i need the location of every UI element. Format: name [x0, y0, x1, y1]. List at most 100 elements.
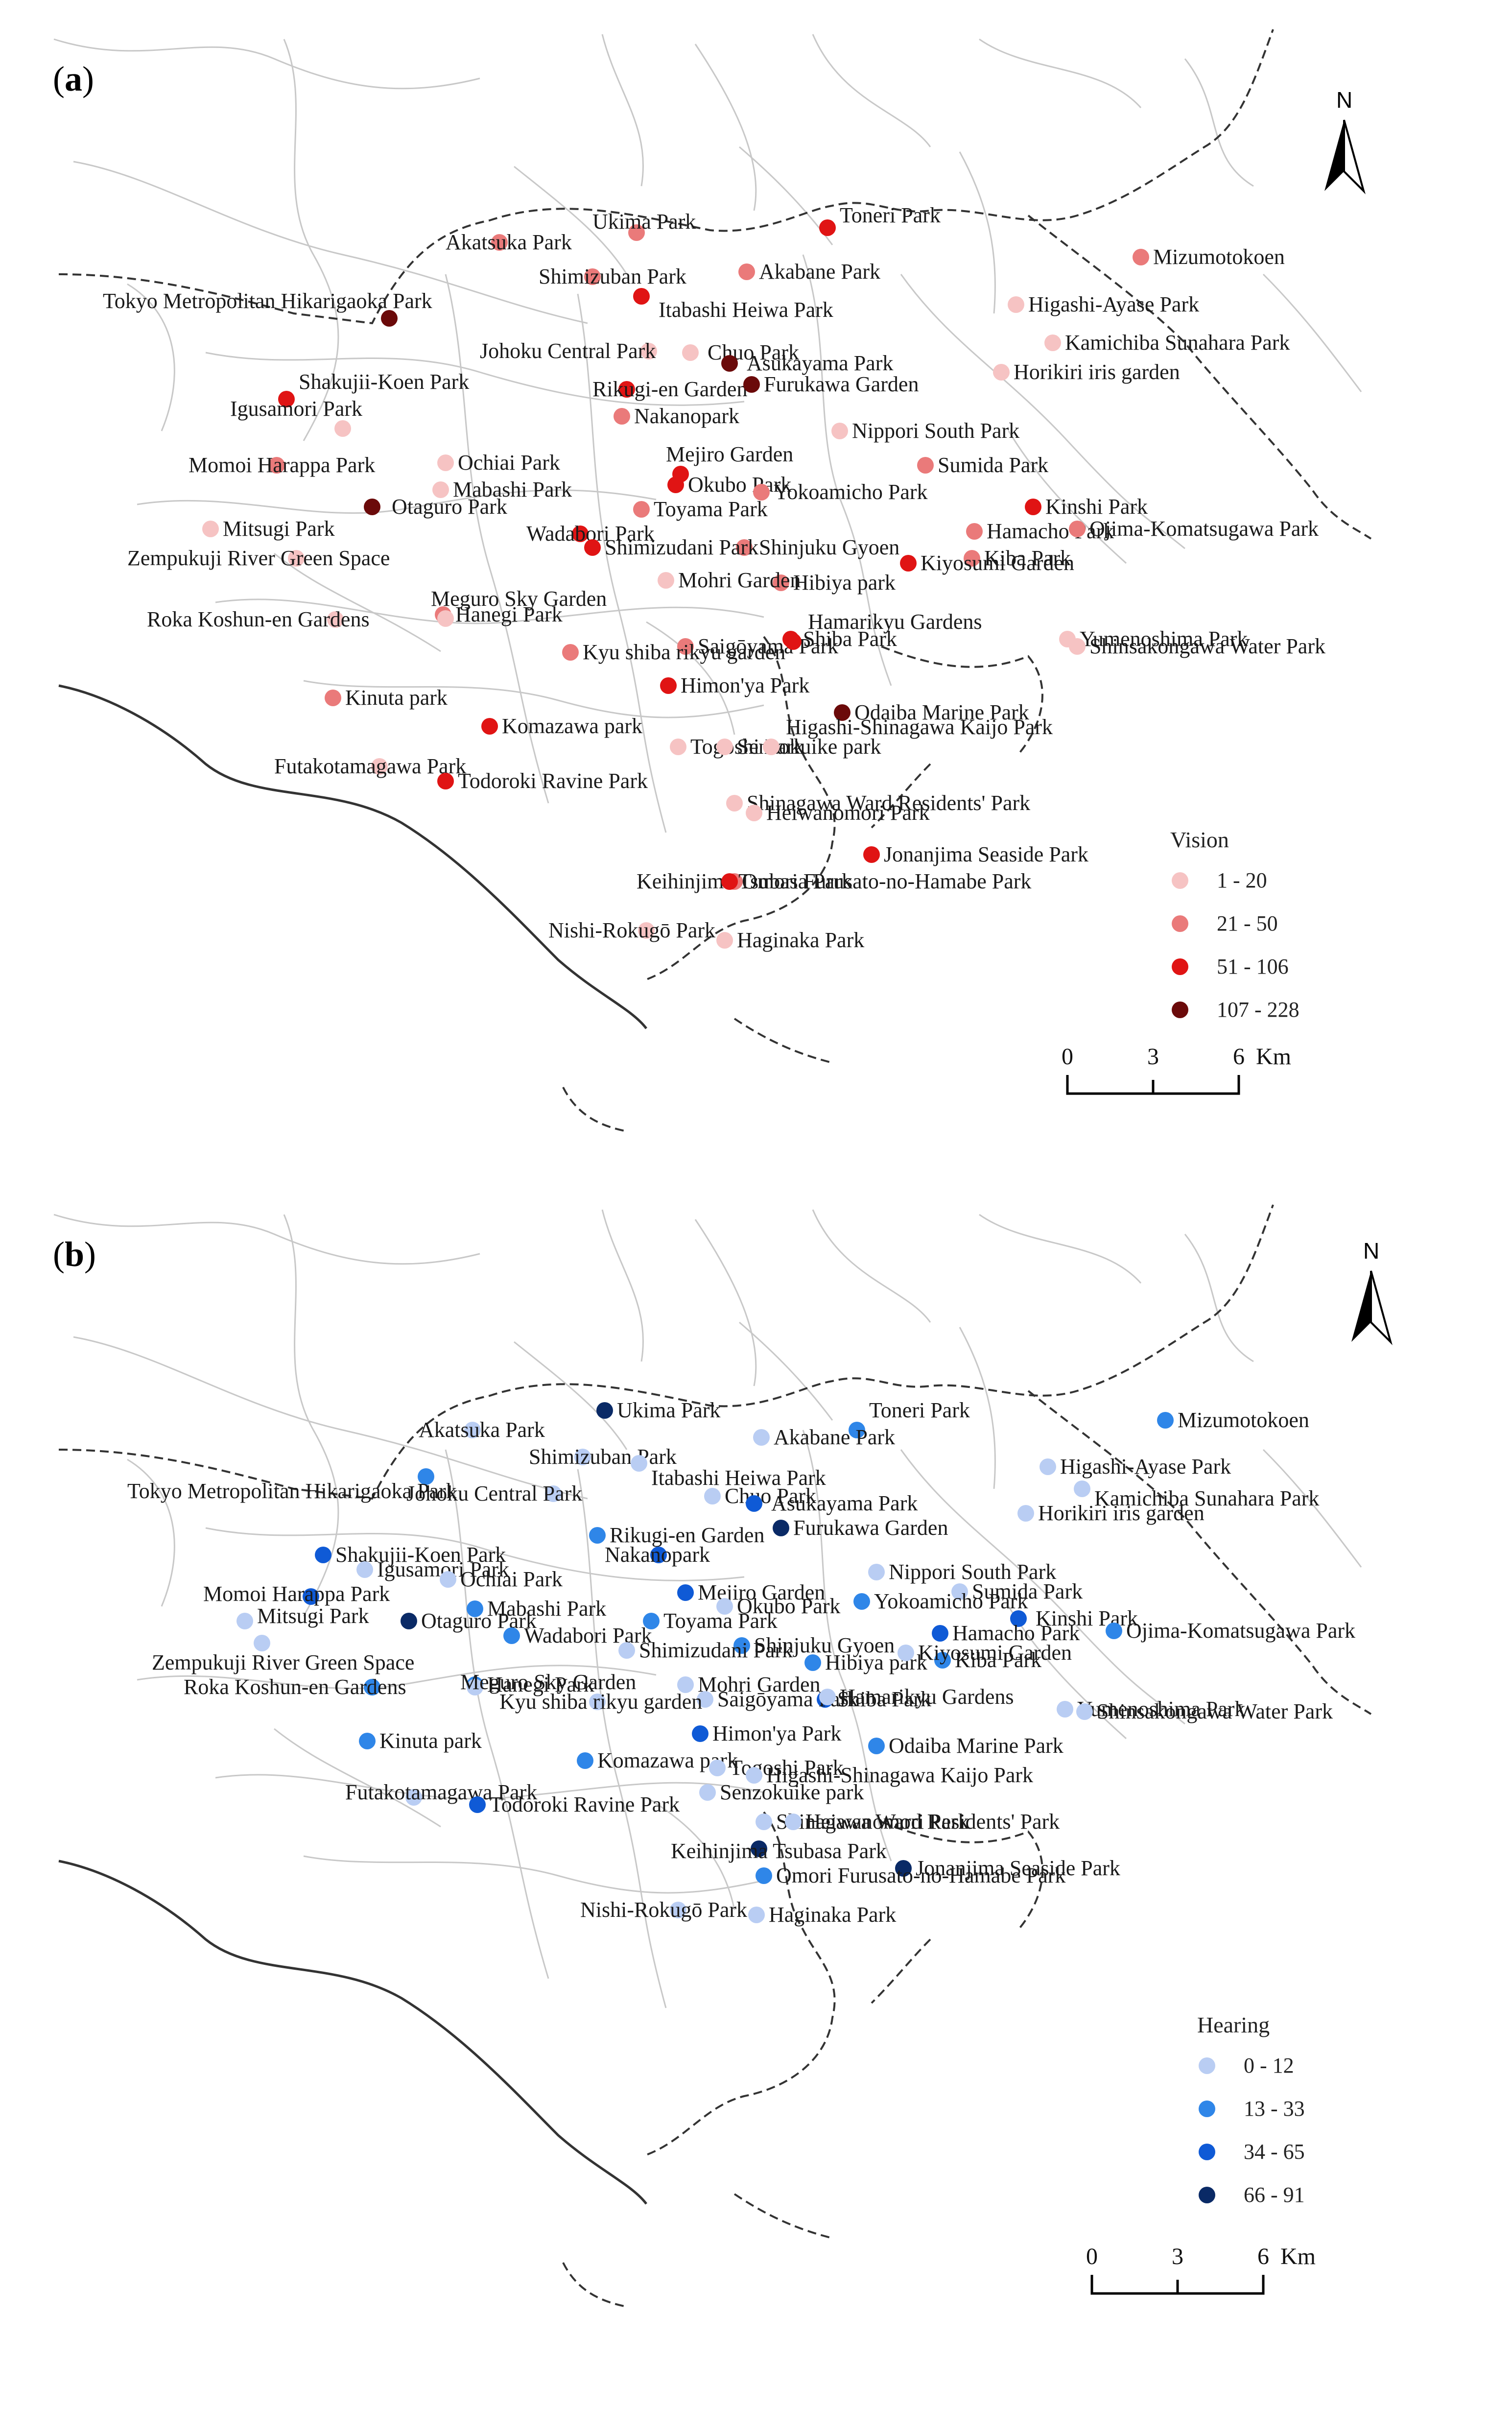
park-label: Kyu shiba rikyu garden	[499, 1690, 702, 1714]
park-point	[437, 773, 454, 789]
park-label: Akabane Park	[774, 1425, 895, 1449]
park-point	[381, 310, 398, 327]
park-point	[1057, 1701, 1073, 1718]
road-line	[802, 1430, 892, 1862]
park-point	[614, 408, 630, 425]
road-line	[694, 44, 757, 211]
park-label: Keihinjima Tsubasa Park	[637, 869, 852, 893]
road-line	[1262, 1449, 1362, 1568]
park-point	[677, 638, 694, 655]
scale-unit: Km	[1256, 1044, 1291, 1070]
park-point	[469, 1796, 486, 1813]
park-point	[618, 1642, 635, 1659]
park-point	[819, 1689, 836, 1705]
park-label: Igusamori Park	[230, 397, 362, 421]
park-label: Meguro Sky Garden	[460, 1670, 636, 1694]
road-line	[1008, 430, 1127, 564]
park-point	[721, 355, 738, 372]
road-line	[577, 293, 667, 833]
park-label: Hamarikyu Gardens	[840, 1685, 1014, 1709]
park-point	[643, 1613, 660, 1629]
park-label: Roka Koshun-en Gardens	[184, 1675, 406, 1699]
park-point	[966, 523, 983, 540]
road-line	[577, 1469, 667, 2008]
park-point	[481, 718, 498, 735]
road-line	[445, 274, 549, 804]
park-point	[716, 739, 733, 755]
park-point	[236, 1613, 253, 1629]
park-label: Haginaka Park	[737, 928, 864, 952]
legend-swatch	[1172, 958, 1188, 975]
park-point	[746, 1767, 762, 1784]
park-label: Rikugi-en Garden	[610, 1523, 764, 1547]
panel-label-open: (	[53, 1235, 65, 1274]
park-point	[763, 739, 780, 755]
park-point	[785, 633, 802, 650]
park-point	[405, 1789, 422, 1806]
park-point	[751, 1840, 767, 1857]
park-label: Tokyo Metropolitan Hikarigaoka Park	[127, 1479, 457, 1503]
park-label: Togoshi Park	[690, 735, 804, 759]
north-arrow-left	[1351, 1271, 1371, 1342]
park-label: Futakotamagawa Park	[345, 1780, 537, 1804]
park-label: Kiyosumi Garden	[918, 1641, 1072, 1665]
legend-swatch	[1172, 872, 1188, 889]
road-line	[303, 680, 764, 718]
park-point	[325, 690, 341, 706]
park-point	[658, 572, 674, 589]
park-point	[572, 525, 589, 542]
park-label: Itabashi Heiwa Park	[651, 1466, 826, 1490]
park-point	[503, 1627, 520, 1644]
park-label: Kiba Park	[984, 546, 1071, 570]
park-point	[467, 1679, 483, 1695]
boundary-line	[646, 1811, 836, 2156]
map-canvas: Ukima Park Toneri Park Akatsuka Park Akaban…	[53, 1204, 1393, 2308]
park-label: Ojima-Komatsugawa Park	[1126, 1619, 1355, 1643]
road-line	[1184, 1234, 1254, 1362]
park-label: Wadabori Park	[524, 1623, 652, 1647]
road-line	[959, 1327, 996, 1489]
legend-title: Vision	[1170, 827, 1229, 852]
legend-swatch	[1172, 915, 1188, 932]
legend-label: 0 - 12	[1244, 2053, 1294, 2077]
legend: Hearing 0 - 12 13 - 33 34 - 65 66 - 91	[1197, 2012, 1305, 2207]
park-label: Heiwanomori Park	[766, 801, 930, 825]
park-label: Kiba Park	[955, 1648, 1041, 1672]
park-point	[1157, 1412, 1174, 1429]
park-point	[418, 1468, 434, 1485]
park-point	[633, 501, 650, 518]
park-point	[464, 1422, 481, 1438]
boundary-line	[881, 645, 1043, 755]
boundary-line	[733, 1018, 833, 1064]
park-point	[628, 224, 645, 241]
park-point	[596, 1402, 613, 1419]
park-point	[785, 1814, 802, 1830]
park-point	[1008, 296, 1024, 313]
park-label: Higashi-Shinagawa Kaijo Park	[766, 1763, 1033, 1787]
road-line	[646, 621, 735, 735]
park-label: Toneri Park	[840, 203, 941, 227]
park-label: Kinuta park	[379, 1729, 482, 1753]
park-point	[1069, 638, 1086, 655]
road-line	[1262, 273, 1362, 392]
park-label: Toyama Park	[654, 497, 768, 521]
north-arrow-right	[1343, 119, 1366, 194]
boundary-line	[58, 29, 1274, 325]
park-point	[868, 1564, 885, 1580]
park-point	[589, 1527, 606, 1544]
park-label: Senzokuike park	[737, 735, 881, 759]
ward-boundary	[58, 29, 1372, 1132]
park-label: Momoi Harappa Park	[189, 453, 375, 477]
park-point	[898, 1645, 914, 1661]
scale-tick-label: 0	[1062, 1044, 1073, 1070]
boundary-line	[871, 763, 931, 829]
road-line	[205, 352, 745, 406]
park-point	[1025, 499, 1041, 515]
park-point	[584, 268, 601, 285]
park-label: Toyama Park	[663, 1609, 778, 1633]
park-label: Nippori South Park	[889, 1560, 1056, 1584]
park-point	[303, 1588, 319, 1605]
scale-tick-label: 0	[1086, 2244, 1098, 2269]
park-label: Mizumotokoen	[1178, 1408, 1309, 1432]
park-label: Asukayama Park	[747, 351, 893, 375]
